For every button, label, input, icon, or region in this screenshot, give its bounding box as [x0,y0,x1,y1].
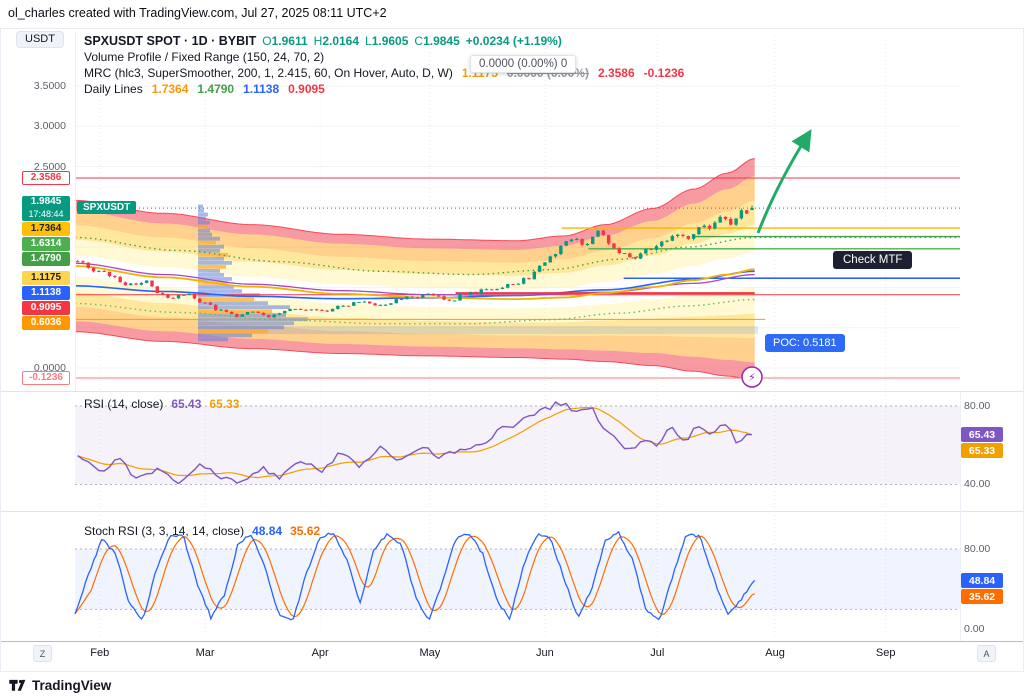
low-label: L [365,34,372,48]
price-axis-badge: 2.3586 [22,170,70,185]
price-axis-badge: 1.1175 [22,270,70,285]
chart-canvas[interactable]: ⚡ [0,0,1024,672]
daily-line-value: 1.7364 [151,82,189,96]
rsi-axis-40[interactable]: 40.00 [964,478,991,490]
price-axis-badge: 0.9095 [22,300,70,315]
series-price-label: SPXUSDT [77,201,137,214]
close-label: C [414,34,424,48]
daily-lines-legend[interactable]: Daily Lines [84,82,143,96]
month-label: Jul [650,647,665,659]
price-axis-badge: 1.4790 [22,251,70,266]
month-label: Feb [90,647,110,659]
price-axis-badge: 1.1138 [22,285,70,300]
month-label: Aug [765,647,785,659]
svg-text:⚡: ⚡ [748,372,756,384]
price-tick: 3.0000 [33,120,66,133]
month-label: Sep [875,647,896,659]
tradingview-logo-icon [9,679,26,691]
price-axis-badge: 0.6036 [22,315,70,330]
high-value: 2.0164 [322,34,360,48]
volume-profile-legend[interactable]: Volume Profile / Fixed Range (150, 24, 7… [84,50,325,64]
month-label: Apr [311,647,329,659]
stoch-legend[interactable]: Stoch RSI (3, 3, 14, 14, close) [84,524,245,538]
legend-volume-profile-row: Volume Profile / Fixed Range (150, 24, 7… [84,49,684,65]
check-mtf-note[interactable]: Check MTF [833,251,913,269]
month-label: Jun [536,647,554,659]
mrc-value: 2.3586 [597,66,635,80]
open-label: O [262,34,272,48]
legend-daily-lines-row: Daily Lines 1.7364 1.4790 1.1138 0.9095 [84,81,684,97]
rsi-pane-title: RSI (14, close) 65.43 65.33 [84,397,239,411]
stoch-axis-0[interactable]: 0.00 [964,623,985,635]
change-value: +0.0234 (+1.19%) [465,34,562,48]
poc-label: POC: 0.5181 [765,334,845,352]
rsi-axis-80[interactable]: 80.00 [964,400,991,412]
month-label: Mar [195,647,215,659]
price-tick: 2.5000 [33,160,66,173]
price-tick: 3.5000 [33,80,66,92]
symbol-title[interactable]: SPXUSDT SPOT · 1D · BYBIT [84,34,257,48]
price-axis-badge: 1.6314 [22,236,70,251]
stoch-d-value: 35.62 [290,524,321,538]
legend-mrc-row: MRC (hlc3, SuperSmoother, 200, 1, 2.415,… [84,65,684,81]
footer-brand: TradingView [8,676,111,694]
stoch-d-badge: 35.62 [961,589,1003,604]
stoch-axis-80[interactable]: 80.00 [964,543,991,555]
daily-lines-values: 1.7364 1.4790 1.1138 0.9095 [143,82,325,96]
open-value: 1.9611 [271,34,308,48]
stoch-k-badge: 48.84 [961,573,1003,588]
high-label: H [313,34,323,48]
mrc-legend[interactable]: MRC (hlc3, SuperSmoother, 200, 1, 2.415,… [84,66,453,80]
current-price-badge: 1.9845 17:48:44 [22,195,70,221]
rsi-value-badge: 65.43 [961,427,1003,442]
legend: SPXUSDT SPOT · 1D · BYBIT O1.9611 H2.0164 L… [84,33,684,97]
rsi-ma-badge: 65.33 [961,443,1003,458]
daily-line-value: 0.9095 [288,82,325,96]
footer-brand-text: TradingView [32,677,112,693]
daily-line-value: 1.4790 [197,82,235,96]
rsi-legend[interactable]: RSI (14, close) [84,397,164,411]
stoch-pane-title: Stoch RSI (3, 3, 14, 14, close) 48.84 35.6… [84,524,320,538]
legend-symbol-row: SPXUSDT SPOT · 1D · BYBIT O1.9611 H2.0164 L… [84,33,684,49]
scroll-right-button[interactable]: A [977,645,996,662]
mrc-value: -0.1236 [643,66,685,80]
price-axis-badge: -0.1236 [22,370,70,385]
rsi-value: 65.43 [171,397,202,411]
low-value: 1.9605 [371,34,409,48]
scroll-left-button[interactable]: Z [33,645,52,662]
currency-toggle-button[interactable]: USDT [16,31,64,48]
attribution-text: ol_charles created with TradingView.com,… [8,6,387,20]
daily-line-value: 1.1138 [243,82,280,96]
close-value: 1.9845 [423,34,460,48]
rsi-ma-value: 65.33 [209,397,240,411]
stoch-k-value: 48.84 [252,524,283,538]
mrc-value-tooltip: 0.0000 (0.00%) 0 [470,55,577,73]
month-label: May [419,647,441,659]
price-axis-badge: 1.7364 [22,221,70,236]
